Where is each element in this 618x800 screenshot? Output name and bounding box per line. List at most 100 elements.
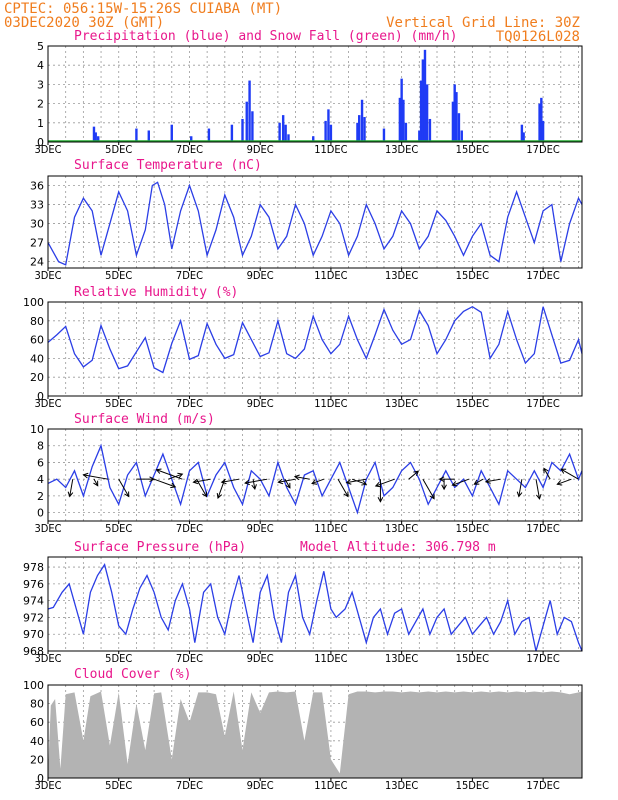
wind-arrow bbox=[474, 478, 484, 485]
y-tick-label: 974 bbox=[23, 595, 44, 608]
y-tick-label: 4 bbox=[37, 473, 44, 486]
wind-arrowhead bbox=[216, 492, 223, 499]
wind-arrowhead bbox=[285, 482, 291, 489]
wind-arrow bbox=[535, 479, 540, 499]
y-tick-label: 20 bbox=[30, 371, 44, 384]
precip-bar bbox=[241, 118, 244, 142]
wind-arrowhead bbox=[560, 468, 567, 474]
panel-frame bbox=[47, 301, 583, 397]
y-tick-label: 3 bbox=[37, 78, 44, 91]
x-tick-label: 3DEC bbox=[34, 143, 61, 156]
precip-bar bbox=[312, 136, 315, 142]
wind-arrowhead bbox=[484, 478, 491, 484]
wind-arrowhead bbox=[277, 478, 284, 485]
wind-arrow bbox=[408, 470, 419, 480]
y-tick-label: 40 bbox=[30, 735, 44, 748]
precip-bar bbox=[363, 117, 366, 142]
wind-arrow bbox=[337, 478, 349, 497]
x-tick-label: 7DEC bbox=[176, 522, 203, 535]
x-tick-label: 17DEC bbox=[526, 397, 559, 410]
wind-arrowhead bbox=[192, 478, 199, 485]
wind-arrow bbox=[422, 478, 435, 499]
panel-title: Surface Temperature (nC) bbox=[74, 158, 262, 173]
y-tick-label: 978 bbox=[23, 561, 44, 574]
precip-bar bbox=[382, 128, 386, 142]
header-grid-note: Vertical Grid Line: 30Z bbox=[386, 15, 580, 31]
x-tick-label: 17DEC bbox=[526, 143, 559, 156]
y-tick-label: 60 bbox=[30, 716, 44, 729]
x-tick-label: 3DEC bbox=[34, 522, 61, 535]
panel-subtitle: Model Altitude: 306.798 m bbox=[300, 540, 496, 555]
y-tick-label: 0 bbox=[37, 136, 44, 149]
x-tick-label: 5DEC bbox=[105, 397, 132, 410]
wind-arrowhead bbox=[177, 472, 184, 479]
panel-frame bbox=[47, 175, 583, 269]
panel-3: Relative Humidity (%) 0 20 40 60 80 100 3DEC 5DE… bbox=[23, 285, 583, 410]
panel-frame bbox=[47, 45, 583, 143]
y-tick-label: 30 bbox=[30, 218, 44, 231]
wind-arrowhead bbox=[429, 493, 435, 500]
x-tick-label: 5DEC bbox=[105, 779, 132, 792]
y-tick-label: 0 bbox=[37, 507, 44, 520]
precip-bar bbox=[418, 130, 421, 142]
y-tick-label: 4 bbox=[37, 59, 44, 72]
wind-arrowhead bbox=[345, 479, 352, 485]
precip-bar bbox=[324, 120, 327, 142]
precip-bar bbox=[520, 124, 524, 142]
x-tick-label: 7DEC bbox=[176, 269, 203, 282]
precip-bar bbox=[398, 97, 402, 142]
x-tick-label: 13DEC bbox=[385, 652, 418, 665]
wind-arrow bbox=[156, 469, 183, 480]
x-tick-label: 15DEC bbox=[456, 143, 489, 156]
y-tick-label: 5 bbox=[37, 40, 44, 53]
y-tick-label: 1 bbox=[37, 117, 44, 130]
panel-title: Cloud Cover (%) bbox=[74, 667, 191, 682]
x-tick-label: 13DEC bbox=[385, 779, 418, 792]
precip-bar bbox=[451, 101, 455, 142]
y-tick-label: 20 bbox=[30, 753, 44, 766]
x-tick-label: 15DEC bbox=[456, 397, 489, 410]
wind-arrow bbox=[252, 479, 256, 490]
wind-arrow bbox=[375, 478, 395, 487]
series-line bbox=[47, 563, 583, 652]
y-tick-label: 976 bbox=[23, 578, 44, 591]
panel-4: Surface Wind (m/s) 0 2 4 6 8 10 3DEC 5DEC 7DEC 9DE… bbox=[30, 412, 583, 535]
precip-bar bbox=[207, 128, 211, 142]
precip-bar bbox=[251, 111, 254, 142]
precip-bar bbox=[522, 132, 525, 142]
cloud-cover-area bbox=[48, 691, 582, 778]
panel-title: Surface Wind (m/s) bbox=[74, 412, 215, 427]
x-tick-label: 11DEC bbox=[314, 779, 347, 792]
precip-bar bbox=[230, 124, 234, 142]
precip-bar bbox=[147, 130, 150, 142]
wind-arrow bbox=[69, 479, 74, 497]
wind-arrow bbox=[452, 478, 470, 486]
wind-arrow bbox=[560, 468, 579, 480]
wind-arrowhead bbox=[149, 476, 155, 483]
precip-bar bbox=[360, 99, 364, 142]
precip-bar bbox=[455, 92, 458, 142]
wind-arrowhead bbox=[543, 467, 549, 474]
wind-arrow bbox=[346, 478, 367, 484]
precip-bar bbox=[281, 115, 285, 142]
y-tick-label: 8 bbox=[37, 440, 44, 453]
y-tick-label: 60 bbox=[30, 334, 44, 347]
x-tick-label: 17DEC bbox=[526, 652, 559, 665]
wind-arrow bbox=[153, 478, 176, 488]
precip-bar bbox=[538, 103, 541, 142]
x-tick-label: 9DEC bbox=[247, 397, 274, 410]
wind-arrow bbox=[118, 478, 130, 497]
y-tick-label: 10 bbox=[30, 423, 44, 436]
y-tick-label: 6 bbox=[37, 456, 44, 469]
x-tick-label: 17DEC bbox=[526, 522, 559, 535]
wind-arrow bbox=[351, 478, 367, 485]
wind-arrowhead bbox=[438, 476, 445, 483]
x-tick-label: 13DEC bbox=[385, 397, 418, 410]
y-tick-label: 968 bbox=[23, 645, 44, 658]
wind-arrow bbox=[93, 478, 99, 486]
wind-arrowhead bbox=[201, 491, 208, 498]
x-tick-label: 15DEC bbox=[456, 779, 489, 792]
x-tick-label: 13DEC bbox=[385, 269, 418, 282]
wind-arrow bbox=[518, 479, 523, 497]
